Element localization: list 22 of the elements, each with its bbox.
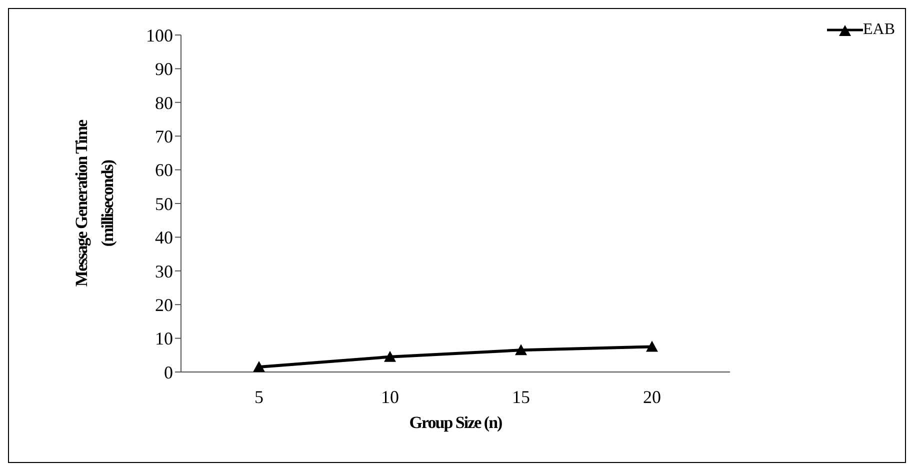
x-tick-label: 15	[512, 386, 530, 407]
y-tick-label: 50	[155, 194, 173, 214]
x-tick-label: 5	[254, 386, 264, 407]
point	[253, 360, 265, 372]
point	[515, 344, 527, 356]
y-tick-label: 100	[146, 25, 173, 46]
y-tick-label: 20	[155, 294, 173, 315]
point	[646, 340, 658, 352]
y-axis-title: Message Generation Time (milliseconds)	[72, 118, 117, 287]
y-tick-label: 90	[155, 59, 173, 80]
legend-label: EAB	[863, 21, 895, 39]
point	[384, 350, 396, 362]
y-tick-label: 70	[155, 126, 173, 146]
y-tick-label: 0	[164, 362, 173, 382]
y-tick-label: 60	[155, 160, 173, 180]
y-tick-label: 10	[155, 328, 173, 349]
x-axis-title: Group Size (n)	[409, 413, 502, 432]
y-tick-label: 40	[155, 228, 173, 248]
x-tick-label: 20	[643, 386, 661, 407]
x-tick-label: 10	[381, 386, 399, 407]
y-tick-label: 30	[155, 261, 173, 282]
y-tick-label: 80	[155, 92, 173, 113]
